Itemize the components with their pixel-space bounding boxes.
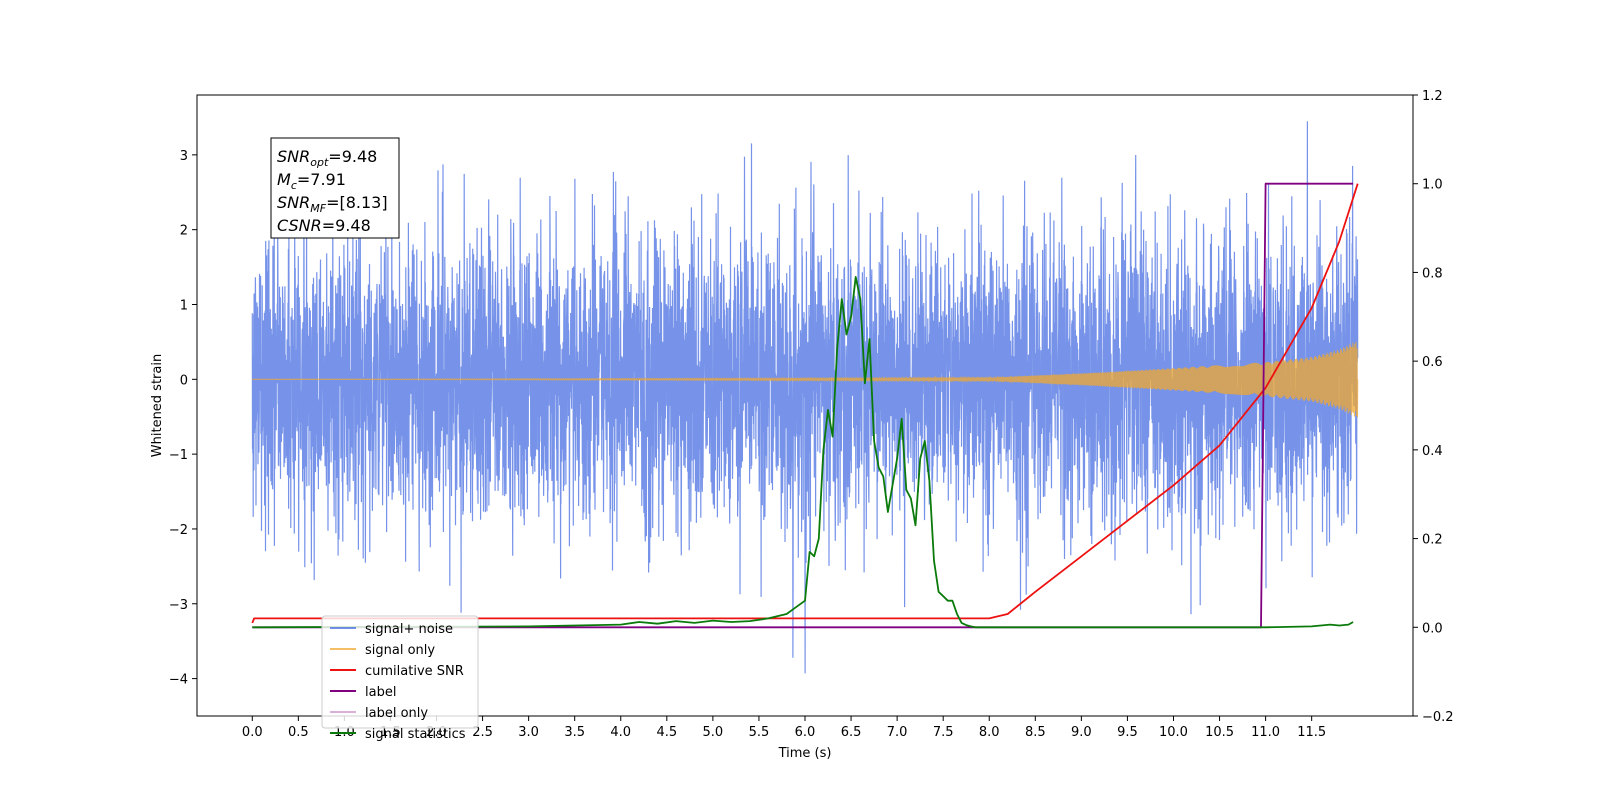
x-tick-label: 6.0 <box>795 725 816 740</box>
legend: signal+ noise signal only cumilative SNR la… <box>321 615 479 742</box>
y2-tick-label: 0.4 <box>1422 444 1443 459</box>
y-tick-label: 0 <box>180 373 188 388</box>
series-signal-statistics-line <box>252 276 1354 629</box>
annotation-frame <box>270 137 400 239</box>
annotation-symbol: SNR <box>277 147 310 166</box>
annotation-line: Mc=7.91 <box>277 170 346 192</box>
annotation-value: =[8.13] <box>326 193 388 212</box>
y-axis-label: Whitened strain <box>150 354 165 457</box>
x-axis-label: Time (s) <box>778 746 832 761</box>
series-signal-noise-line <box>251 121 1359 674</box>
annotation-subscript: MF <box>310 202 326 215</box>
x-tick-label: 4.0 <box>610 725 631 740</box>
legend-entry-label: signal statistics <box>365 727 466 742</box>
y-tick-label: 3 <box>180 149 188 164</box>
x-tick-label: 11.5 <box>1297 725 1326 740</box>
x-tick-label: 11.0 <box>1251 725 1280 740</box>
y2-tick-label: 0.0 <box>1422 621 1443 636</box>
y2-tick-label: 1.0 <box>1422 178 1443 193</box>
legend-entry-label: label only <box>365 706 428 721</box>
legend-entry-label: signal+ noise <box>365 622 453 637</box>
x-tick-label: 3.5 <box>564 725 585 740</box>
x-tick-label: 8.5 <box>1025 725 1046 740</box>
x-tick-label: 2.5 <box>472 725 493 740</box>
y2-tick-label: 0.8 <box>1422 266 1443 281</box>
series-cumulative-snr-line <box>251 183 1359 624</box>
x-tick-label: 4.5 <box>656 725 677 740</box>
x-tick-label: 10.0 <box>1159 725 1188 740</box>
x-tick-label: 9.0 <box>1071 725 1092 740</box>
y-tick-label: −4 <box>169 673 188 688</box>
x-tick-label: 7.0 <box>887 725 908 740</box>
y2-tick-label: 0.6 <box>1422 355 1443 370</box>
x-tick-label: 7.5 <box>933 725 954 740</box>
y-tick-label: −2 <box>169 523 188 538</box>
y2-tick-label: 1.2 <box>1422 89 1443 104</box>
annotation-line: CSNR=9.48 <box>277 216 371 235</box>
y-tick-label: 1 <box>180 298 188 313</box>
x-tick-label: 10.5 <box>1205 725 1234 740</box>
x-tick-label: 1.5 <box>380 725 401 740</box>
x-tick-label: 9.5 <box>1117 725 1138 740</box>
x-tick-label: 5.0 <box>703 725 724 740</box>
y2-tick-label: −0.2 <box>1422 710 1454 725</box>
annotation-symbol: SNR <box>277 193 310 212</box>
annotation-value: =7.91 <box>297 170 346 189</box>
annotation-value: =9.48 <box>328 147 377 166</box>
legend-entry-label: signal only <box>365 643 435 658</box>
y-tick-label: −3 <box>169 598 188 613</box>
y2-tick-label: 0.2 <box>1422 533 1443 548</box>
annotation-line: SNRopt=9.48 <box>277 147 377 169</box>
annotation-symbol: CSNR <box>277 216 322 235</box>
y-tick-label: −1 <box>169 448 188 463</box>
annotation-value: =9.48 <box>322 216 371 235</box>
y-tick-label: 2 <box>180 224 188 239</box>
annotation-symbol: M <box>277 170 291 189</box>
annotation-subscript: c <box>291 179 297 192</box>
annotation-line: SNRMF=[8.13] <box>277 193 388 215</box>
x-tick-label: 0.0 <box>242 725 263 740</box>
series-label-line <box>252 182 1354 629</box>
x-tick-label: 6.5 <box>841 725 862 740</box>
x-tick-label: 0.5 <box>288 725 309 740</box>
x-tick-label: 2.0 <box>426 725 447 740</box>
legend-entry-label: label <box>365 685 396 700</box>
x-tick-label: 3.0 <box>518 725 539 740</box>
axes: 0.0 0.5 1.0 1.5 2.0 2.5 3.0 3.5 4.0 4.5 5.0 5.5 6.0 6… <box>150 89 1454 761</box>
x-tick-label: 5.5 <box>749 725 770 740</box>
annotation-subscript: opt <box>310 156 329 169</box>
legend-frame <box>321 615 479 729</box>
legend-entry-label: cumilative SNR <box>365 664 464 679</box>
plot-series <box>251 121 1359 674</box>
x-tick-label: 8.0 <box>979 725 1000 740</box>
series-signal-only-line <box>252 341 1359 418</box>
